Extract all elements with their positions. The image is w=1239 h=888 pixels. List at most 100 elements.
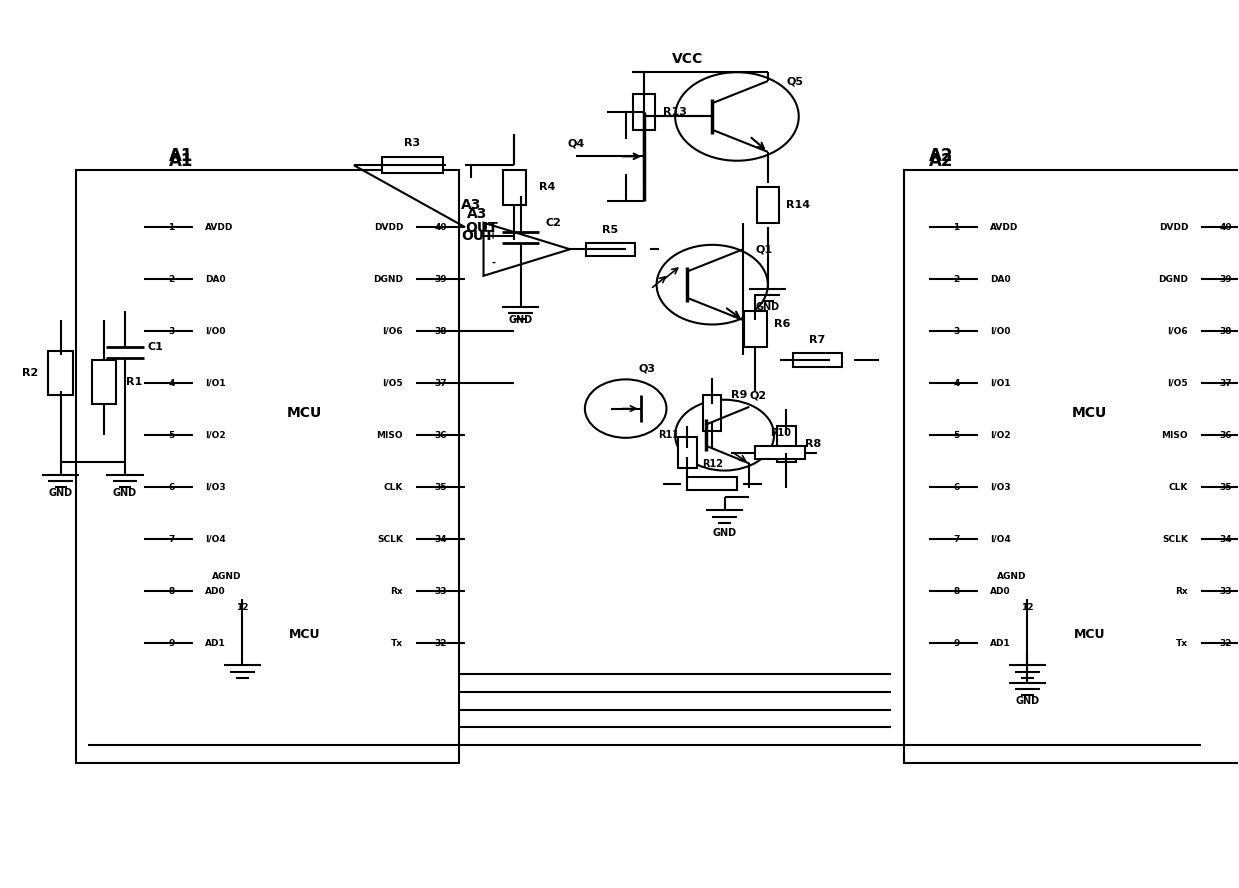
Text: R14: R14: [787, 200, 810, 210]
Text: R7: R7: [809, 336, 825, 345]
Text: DA0: DA0: [990, 274, 1011, 283]
Text: SCLK: SCLK: [1162, 535, 1188, 543]
Text: +: +: [489, 231, 498, 241]
Text: 12: 12: [1021, 603, 1033, 613]
Text: GND: GND: [508, 315, 533, 325]
Text: 32: 32: [434, 638, 446, 647]
Bar: [633, 94, 655, 130]
Text: A3: A3: [467, 207, 487, 221]
Text: SCLK: SCLK: [378, 535, 403, 543]
Text: 2: 2: [169, 274, 175, 283]
Text: 9: 9: [953, 638, 959, 647]
Text: 8: 8: [953, 587, 959, 596]
Text: 39: 39: [434, 274, 447, 283]
Text: A1: A1: [169, 152, 193, 170]
Text: R9: R9: [731, 391, 747, 400]
Text: Rx: Rx: [390, 587, 403, 596]
Text: I/O2: I/O2: [206, 431, 225, 440]
Text: R5: R5: [602, 225, 618, 234]
Text: I/O2: I/O2: [990, 431, 1011, 440]
Text: GND: GND: [712, 527, 737, 537]
Text: Q1: Q1: [756, 244, 773, 254]
Text: R1: R1: [126, 377, 142, 387]
Text: MISO: MISO: [1161, 431, 1188, 440]
Bar: [503, 170, 525, 205]
Text: 4: 4: [169, 378, 175, 388]
Text: Q2: Q2: [750, 391, 767, 400]
Text: 1: 1: [953, 223, 959, 232]
Text: 3: 3: [169, 327, 175, 336]
Text: GND: GND: [1016, 695, 1040, 706]
Text: 33: 33: [1219, 587, 1232, 596]
Bar: [193, 192, 415, 652]
Text: 8: 8: [169, 587, 175, 596]
Text: AD1: AD1: [206, 638, 225, 647]
Text: R13: R13: [663, 107, 686, 117]
Text: DA0: DA0: [206, 274, 225, 283]
Text: I/O4: I/O4: [990, 535, 1011, 543]
Text: 32: 32: [1219, 638, 1232, 647]
Text: I/O5: I/O5: [383, 378, 403, 388]
Text: DVDD: DVDD: [1158, 223, 1188, 232]
Text: VCC: VCC: [672, 52, 703, 66]
Text: R6: R6: [774, 320, 790, 329]
Text: I/O6: I/O6: [1167, 327, 1188, 336]
Text: MISO: MISO: [377, 431, 403, 440]
Text: A3: A3: [461, 198, 481, 212]
Text: 34: 34: [434, 535, 447, 543]
Text: MCU: MCU: [289, 628, 320, 641]
Text: -: -: [492, 258, 496, 267]
Text: R3: R3: [404, 138, 420, 148]
Text: AD0: AD0: [206, 587, 225, 596]
Text: I/O1: I/O1: [990, 378, 1011, 388]
Text: AVDD: AVDD: [206, 223, 234, 232]
Text: 5: 5: [169, 431, 175, 440]
Text: I/O5: I/O5: [1167, 378, 1188, 388]
Text: 38: 38: [434, 327, 446, 336]
Text: I/O1: I/O1: [206, 378, 225, 388]
Text: 6: 6: [953, 483, 959, 492]
Text: 35: 35: [434, 483, 446, 492]
Text: Q3: Q3: [638, 364, 655, 374]
Bar: [756, 446, 805, 459]
Text: Rx: Rx: [1176, 587, 1188, 596]
Text: R10: R10: [769, 428, 790, 439]
Text: C2: C2: [545, 218, 561, 227]
Text: A1: A1: [169, 147, 193, 165]
Text: 38: 38: [1219, 327, 1232, 336]
Text: I/O0: I/O0: [206, 327, 225, 336]
Text: CLK: CLK: [1168, 483, 1188, 492]
Text: Q5: Q5: [787, 76, 803, 86]
Text: 6: 6: [169, 483, 175, 492]
Text: Tx: Tx: [1176, 638, 1188, 647]
Text: OUT: OUT: [461, 229, 493, 243]
Text: R11: R11: [658, 430, 679, 440]
Text: C1: C1: [147, 342, 164, 352]
Bar: [678, 438, 696, 468]
Text: MCU: MCU: [286, 406, 322, 420]
Bar: [688, 477, 737, 490]
Text: 4: 4: [953, 378, 959, 388]
Text: 34: 34: [1219, 535, 1232, 543]
Text: DGND: DGND: [373, 274, 403, 283]
Bar: [745, 311, 767, 346]
Bar: [92, 360, 116, 404]
Text: 39: 39: [1219, 274, 1232, 283]
Text: 35: 35: [1219, 483, 1232, 492]
Text: R12: R12: [701, 459, 722, 470]
Bar: [978, 192, 1201, 652]
Bar: [586, 242, 634, 256]
Text: 40: 40: [1219, 223, 1232, 232]
Text: Q4: Q4: [567, 138, 585, 148]
Text: 33: 33: [434, 587, 446, 596]
Text: 3: 3: [953, 327, 959, 336]
Text: R2: R2: [22, 369, 38, 378]
Text: 9: 9: [169, 638, 175, 647]
Text: OUT: OUT: [465, 220, 498, 234]
Bar: [793, 353, 843, 367]
Bar: [757, 187, 779, 223]
Bar: [777, 426, 795, 462]
Text: 5: 5: [953, 431, 959, 440]
Text: A2: A2: [929, 147, 953, 165]
Text: GND: GND: [113, 488, 138, 497]
